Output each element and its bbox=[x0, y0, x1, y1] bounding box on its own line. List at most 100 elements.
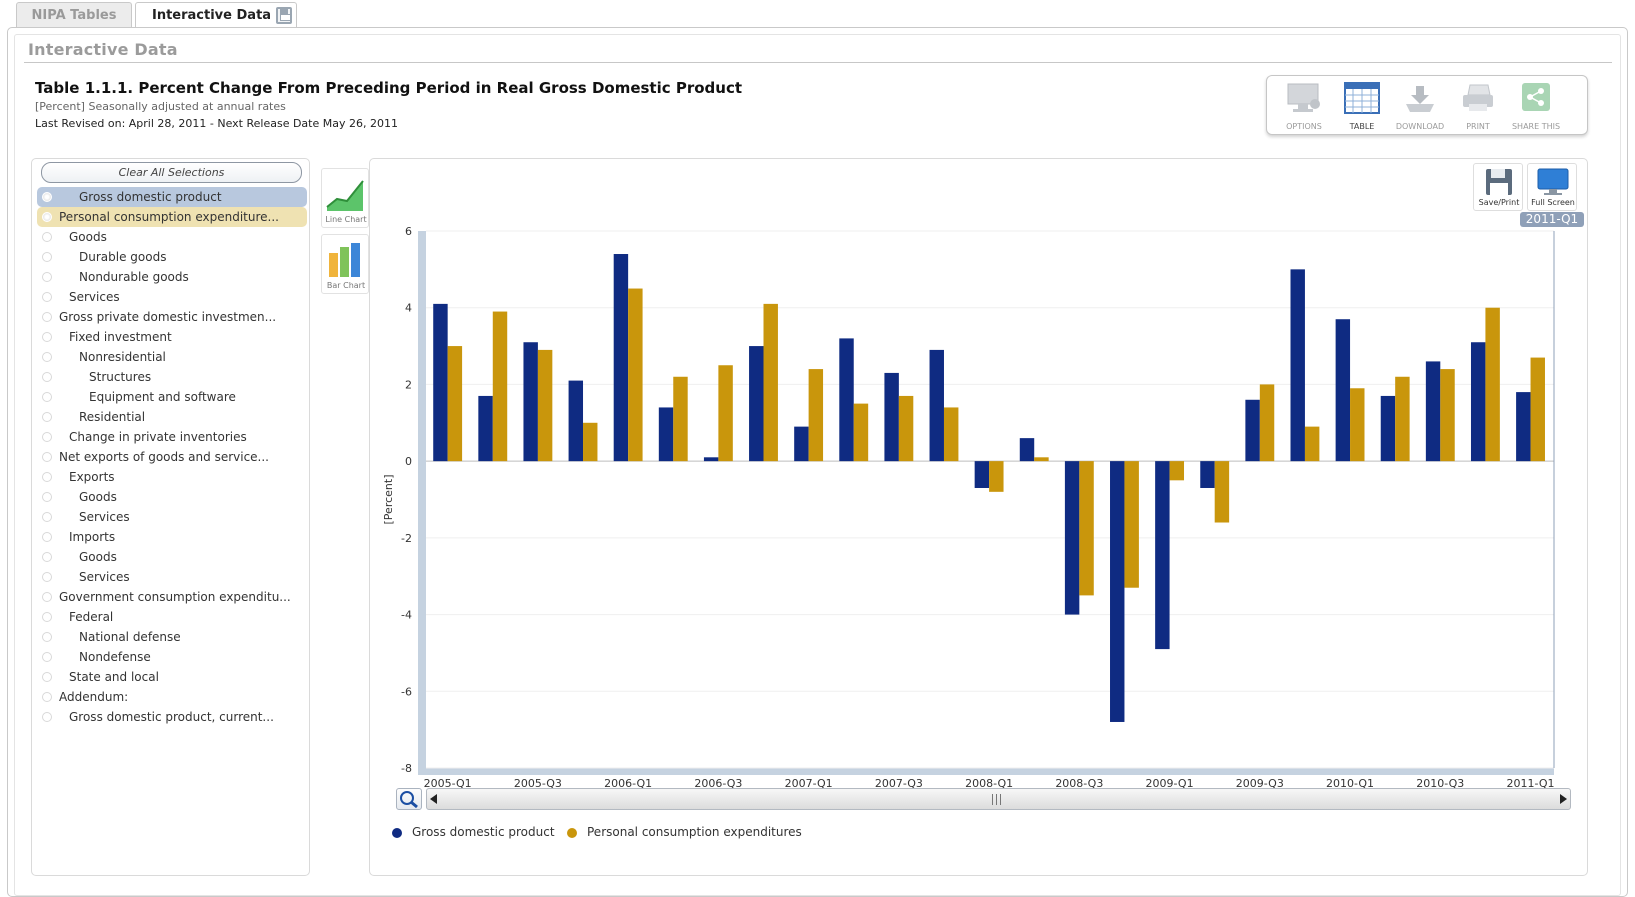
series-item[interactable]: Services bbox=[37, 287, 307, 307]
bar-pce bbox=[989, 461, 1004, 492]
radio-button[interactable] bbox=[42, 552, 52, 562]
bar-gdp bbox=[1425, 361, 1441, 462]
series-item[interactable]: Federal bbox=[37, 607, 307, 627]
radio-button[interactable] bbox=[42, 632, 52, 642]
print-button[interactable]: PRINT bbox=[1449, 80, 1507, 134]
series-item[interactable]: National defense bbox=[37, 627, 307, 647]
series-item[interactable]: Personal consumption expenditure... bbox=[37, 207, 307, 227]
series-item[interactable]: Structures bbox=[37, 367, 307, 387]
bar-gdp bbox=[523, 342, 538, 462]
bar-chart-button[interactable]: Bar Chart bbox=[321, 234, 369, 294]
tab-interactive-data[interactable]: Interactive Data bbox=[135, 2, 297, 29]
series-item[interactable]: Net exports of goods and service... bbox=[37, 447, 307, 467]
series-item[interactable]: Gross private domestic investmen... bbox=[37, 307, 307, 327]
series-item[interactable]: Gross domestic product, current... bbox=[37, 707, 307, 727]
radio-button[interactable] bbox=[42, 512, 52, 522]
series-item[interactable]: Exports bbox=[37, 467, 307, 487]
series-item[interactable]: Goods bbox=[37, 487, 307, 507]
radio-button[interactable] bbox=[42, 652, 52, 662]
series-item[interactable]: State and local bbox=[37, 667, 307, 687]
radio-button[interactable] bbox=[42, 572, 52, 582]
tab-nipa-tables[interactable]: NIPA Tables bbox=[16, 2, 132, 28]
radio-button[interactable] bbox=[42, 232, 52, 242]
radio-button[interactable] bbox=[42, 252, 52, 262]
bar-gdp bbox=[1155, 461, 1170, 650]
download-button[interactable]: DOWNLOAD bbox=[1391, 80, 1449, 134]
bar-gdp bbox=[974, 461, 990, 488]
radio-button[interactable] bbox=[42, 292, 52, 302]
zoom-button[interactable] bbox=[396, 788, 422, 810]
radio-button[interactable] bbox=[42, 692, 52, 702]
radio-button[interactable] bbox=[42, 612, 52, 622]
legend-label: Gross domestic product bbox=[412, 825, 555, 839]
series-item[interactable]: Equipment and software bbox=[37, 387, 307, 407]
bar-pce bbox=[808, 369, 824, 462]
series-label: Nondefense bbox=[79, 650, 151, 664]
radio-button[interactable] bbox=[42, 192, 52, 202]
share-icon bbox=[1522, 83, 1550, 111]
table-button[interactable]: TABLE bbox=[1333, 80, 1391, 134]
bar-gdp bbox=[1245, 399, 1260, 462]
save-icon[interactable] bbox=[276, 7, 292, 24]
series-item[interactable]: Goods bbox=[37, 227, 307, 247]
series-label: Residential bbox=[79, 410, 146, 424]
series-item[interactable]: Services bbox=[37, 507, 307, 527]
radio-button[interactable] bbox=[42, 492, 52, 502]
series-item[interactable]: Government consumption expenditu... bbox=[37, 587, 307, 607]
radio-button[interactable] bbox=[42, 672, 52, 682]
bar-gdp bbox=[1019, 438, 1035, 462]
scroll-grip[interactable] bbox=[992, 794, 1001, 805]
series-item[interactable]: Nondefense bbox=[37, 647, 307, 667]
radio-button[interactable] bbox=[42, 532, 52, 542]
bar-pce bbox=[628, 288, 643, 462]
radio-button[interactable] bbox=[42, 432, 52, 442]
series-item[interactable]: Change in private inventories bbox=[37, 427, 307, 447]
bar-pce bbox=[1530, 357, 1545, 462]
bar-gdp bbox=[1110, 461, 1125, 722]
series-label: Imports bbox=[69, 530, 116, 544]
series-item[interactable]: Nondurable goods bbox=[37, 267, 307, 287]
radio-button[interactable] bbox=[42, 712, 52, 722]
radio-button[interactable] bbox=[42, 372, 52, 382]
scroll-right-arrow-icon[interactable] bbox=[1560, 794, 1567, 804]
bar-pce bbox=[447, 346, 463, 462]
series-item[interactable]: Addendum: bbox=[37, 687, 307, 707]
radio-button[interactable] bbox=[42, 392, 52, 402]
options-button[interactable]: OPTIONS bbox=[1275, 80, 1333, 134]
y-axis-band bbox=[418, 231, 426, 768]
series-item[interactable]: Gross domestic product bbox=[37, 187, 307, 207]
series-item[interactable]: Fixed investment bbox=[37, 327, 307, 347]
x-tick-label: 2009-Q1 bbox=[1146, 777, 1194, 790]
clear-all-selections-button[interactable]: Clear All Selections bbox=[41, 162, 302, 183]
share-button[interactable]: SHARE THIS bbox=[1507, 80, 1565, 134]
series-label: Durable goods bbox=[79, 250, 167, 264]
radio-button[interactable] bbox=[42, 212, 52, 222]
period-badge: 2011-Q1 bbox=[1520, 212, 1584, 227]
series-item[interactable]: Residential bbox=[37, 407, 307, 427]
y-tick-label: 6 bbox=[405, 225, 412, 238]
range-scrollbar[interactable] bbox=[426, 788, 1571, 810]
radio-button[interactable] bbox=[42, 592, 52, 602]
radio-button[interactable] bbox=[42, 352, 52, 362]
full-screen-button[interactable]: Full Screen bbox=[1527, 163, 1577, 211]
share-label: SHARE THIS bbox=[1511, 122, 1561, 131]
radio-button[interactable] bbox=[42, 272, 52, 282]
series-item[interactable]: Nonresidential bbox=[37, 347, 307, 367]
radio-button[interactable] bbox=[42, 332, 52, 342]
series-item[interactable]: Imports bbox=[37, 527, 307, 547]
radio-button[interactable] bbox=[42, 412, 52, 422]
bar-gdp bbox=[1470, 342, 1486, 462]
table-title: Table 1.1.1. Percent Change From Precedi… bbox=[35, 79, 743, 97]
top-tabs: NIPA Tables Interactive Data bbox=[0, 0, 1635, 29]
series-item[interactable]: Services bbox=[37, 567, 307, 587]
bar-chart-label: Bar Chart bbox=[326, 281, 366, 290]
save-print-button[interactable]: Save/Print bbox=[1473, 163, 1523, 211]
radio-button[interactable] bbox=[42, 452, 52, 462]
line-chart-button[interactable]: Line Chart bbox=[321, 168, 369, 228]
bar-gdp bbox=[478, 395, 493, 462]
scroll-left-arrow-icon[interactable] bbox=[430, 794, 437, 804]
radio-button[interactable] bbox=[42, 312, 52, 322]
radio-button[interactable] bbox=[42, 472, 52, 482]
series-item[interactable]: Goods bbox=[37, 547, 307, 567]
series-item[interactable]: Durable goods bbox=[37, 247, 307, 267]
